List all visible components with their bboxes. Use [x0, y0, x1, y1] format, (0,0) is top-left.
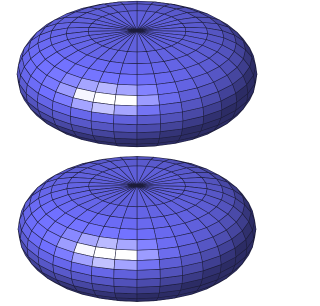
- mesh-face: [114, 105, 137, 116]
- mesh-face: [137, 239, 158, 250]
- mesh-face: [115, 95, 137, 106]
- mesh-face: [137, 249, 159, 260]
- mesh-face: [137, 229, 156, 240]
- mesh-face: [118, 74, 137, 85]
- mesh-face: [114, 260, 137, 271]
- lower-lobe: [18, 156, 256, 301]
- mesh-face: [120, 218, 137, 229]
- mesh-face: [116, 84, 137, 95]
- mesh-face: [114, 124, 137, 133]
- mesh-face: [115, 249, 137, 260]
- mesh-face: [137, 278, 160, 287]
- mesh-face: [137, 218, 154, 229]
- mesh-face: [137, 269, 160, 279]
- mesh-face: [114, 132, 137, 140]
- mesh-face: [118, 229, 137, 240]
- mesh-face: [114, 115, 137, 125]
- mesh-face: [116, 239, 137, 250]
- mesh-face: [114, 278, 137, 287]
- mesh-face: [137, 124, 160, 133]
- mesh-face: [114, 269, 137, 279]
- mesh-face: [120, 63, 137, 74]
- orbital-render: [0, 0, 273, 306]
- mesh-face: [137, 132, 160, 140]
- mesh-face: [137, 84, 158, 95]
- mesh-face: [137, 105, 160, 116]
- mesh-face: [137, 260, 160, 271]
- mesh-face: [137, 95, 159, 106]
- mesh-face: [114, 286, 137, 294]
- mesh-face: [137, 63, 154, 74]
- mesh-face: [137, 115, 160, 125]
- mesh-face: [137, 286, 160, 294]
- upper-lobe: [17, 1, 257, 147]
- mesh-face: [137, 74, 156, 85]
